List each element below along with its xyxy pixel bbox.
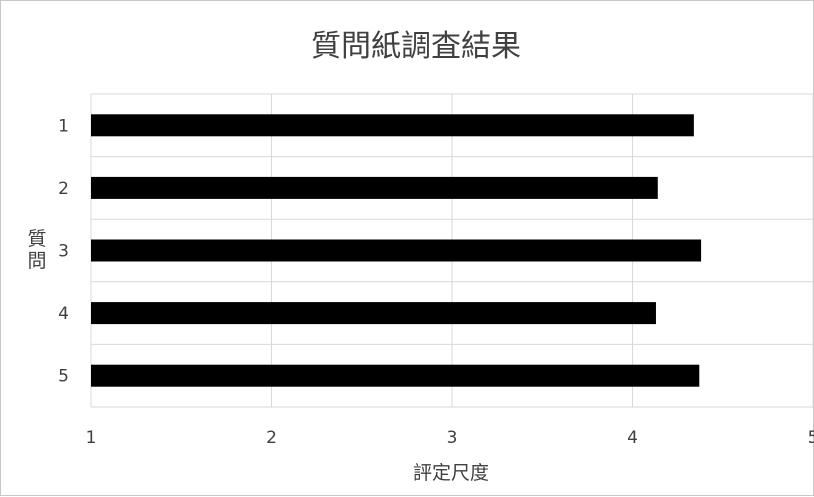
x-tick-labels: 1 2 3 4 5 — [86, 428, 814, 448]
x-tick-label: 4 — [627, 428, 638, 448]
y-axis-label: 質問 — [27, 228, 46, 272]
y-tick-label: 4 — [58, 304, 69, 324]
bars — [91, 114, 702, 387]
bar — [91, 176, 658, 199]
x-tick-label: 3 — [447, 428, 458, 448]
bar — [91, 364, 700, 387]
bar — [91, 239, 702, 262]
y-tick-labels: 1 2 3 4 5 — [58, 116, 69, 386]
x-axis-label: 評定尺度 — [413, 462, 489, 484]
y-tick-label: 5 — [58, 367, 69, 387]
x-tick-label: 1 — [86, 428, 97, 448]
bar — [91, 114, 694, 137]
x-tick-label: 2 — [266, 428, 277, 448]
y-tick-label: 2 — [58, 179, 69, 199]
grid — [90, 93, 814, 408]
x-tick-label: 5 — [808, 428, 814, 448]
bar — [91, 302, 656, 325]
chart-title: 質問紙調査結果 — [311, 29, 521, 64]
y-tick-label: 3 — [58, 242, 69, 262]
y-tick-label: 1 — [58, 116, 69, 136]
